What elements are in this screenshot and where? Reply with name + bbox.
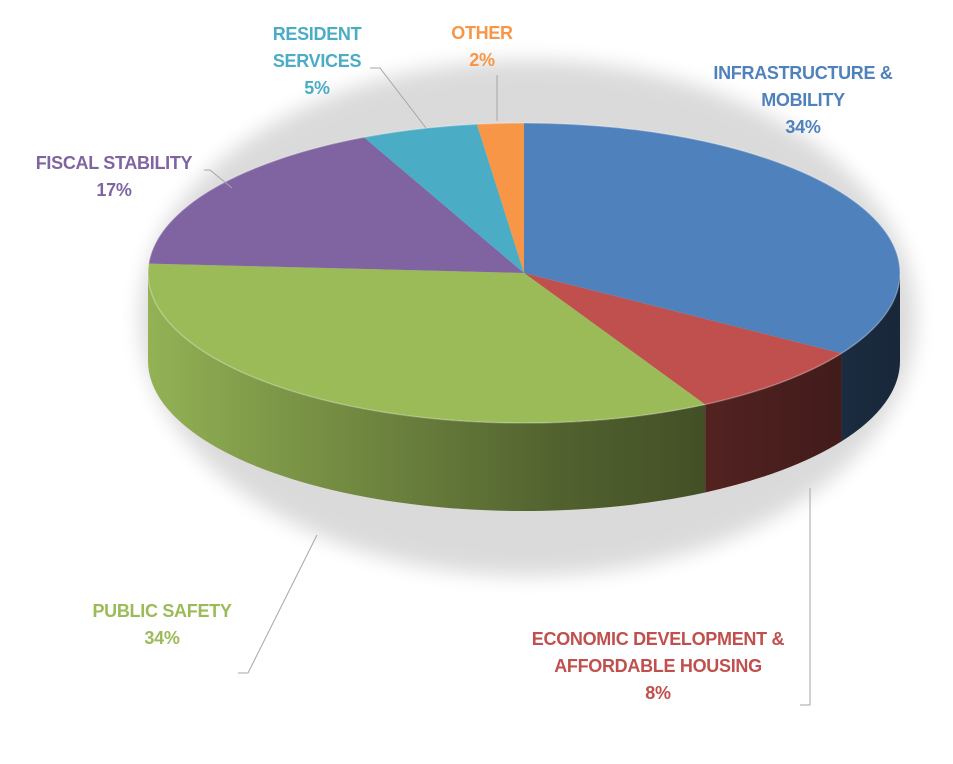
label-fiscal-stability: FISCAL STABILITY 17% [35, 153, 193, 200]
label-resident-services: RESIDENT SERVICES 5% [272, 24, 362, 98]
leader-public-safety [238, 534, 318, 674]
leader-resident-services [370, 67, 427, 129]
slice-economic-development-affordable-housing [524, 273, 842, 405]
slice-public-safety [147, 263, 706, 424]
slice-infrastructure-mobility [524, 123, 900, 354]
label-economic-development-affordable-housing: ECONOMIC DEVELOPMENT & AFFORDABLE HOUSIN… [531, 629, 785, 703]
pie-rim [147, 122, 901, 424]
leader-economic-development [800, 488, 811, 706]
slice-side-infrastructure-mobility [841, 273, 900, 442]
leader-lines [204, 67, 811, 706]
slice-side-public-safety [148, 273, 706, 512]
label-infrastructure-mobility: INFRASTRUCTURE & MOBILITY 34% [713, 63, 893, 137]
label-other: OTHER 2% [451, 23, 513, 70]
pie-sides [148, 273, 900, 512]
slice-other [476, 123, 524, 273]
slice-resident-services [363, 124, 524, 273]
slice-fiscal-stability [148, 137, 524, 273]
leader-fiscal-stability [204, 169, 233, 189]
label-public-safety: PUBLIC SAFETY 34% [92, 601, 232, 648]
pie-tops [147, 122, 901, 424]
slice-side-economic-development-affordable-housing [705, 353, 842, 493]
